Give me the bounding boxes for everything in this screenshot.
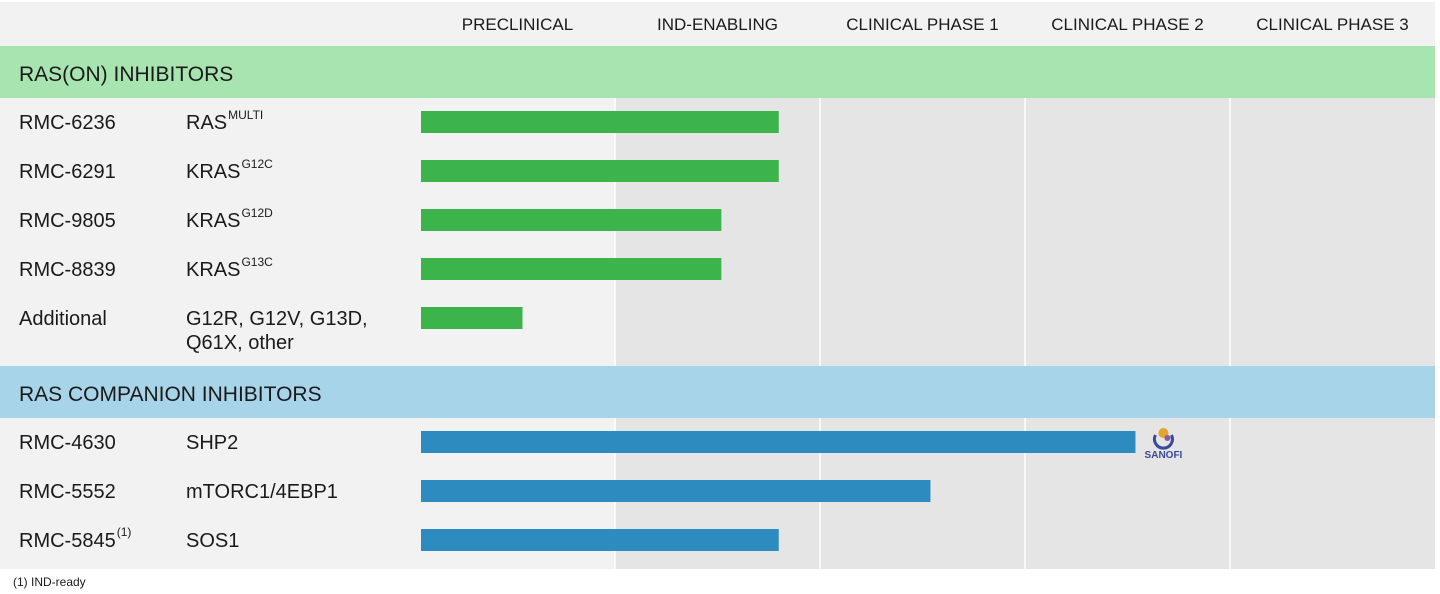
program-target: RAS: [186, 112, 227, 134]
progress-bar-rmc-9805: [421, 209, 722, 231]
group-band-ras-companion-inhibitors: [0, 366, 1435, 418]
stage-header-cell: [615, 2, 820, 46]
program-name-footnote-marker: (1): [117, 525, 132, 539]
program-name-rmc-4630: RMC-4630: [19, 432, 116, 454]
footnote: (1) IND-ready: [13, 575, 86, 589]
stage-label-preclinical: PRECLINICAL: [462, 15, 573, 34]
stage-column-bg: [615, 98, 820, 366]
stage-column-bg: [1025, 98, 1230, 366]
program-target-line-2: Q61X, other: [186, 332, 294, 354]
progress-bar-rmc-5845: [421, 529, 779, 551]
progress-bar-rmc-6236: [421, 111, 779, 133]
sanofi-logo-icon: [1152, 428, 1174, 450]
progress-bar-additional: [421, 307, 523, 329]
program-target: mTORC1/4EBP1: [186, 481, 338, 503]
program-target: SHP2: [186, 432, 238, 454]
stage-label-ind-enabling: IND-ENABLING: [657, 15, 778, 34]
program-target-superscript: G12D: [241, 206, 273, 220]
group-label-area: [0, 418, 420, 569]
stage-column-bg: [820, 98, 1025, 366]
program-target: SOS1: [186, 530, 239, 552]
partner-name: SANOFI: [1145, 450, 1183, 461]
stage-header-cell: [420, 2, 615, 46]
program-target-superscript: G13C: [241, 255, 273, 269]
stage-label-clinical-phase-3: CLINICAL PHASE 3: [1256, 15, 1408, 34]
program-name-additional: Additional: [19, 308, 107, 330]
program-target-superscript: MULTI: [228, 108, 263, 122]
group-title-ras-companion-inhibitors: RAS COMPANION INHIBITORS: [19, 383, 322, 406]
program-name-rmc-9805: RMC-9805: [19, 210, 116, 232]
group-band-ras-on-inhibitors: [0, 46, 1435, 98]
program-target: KRAS: [186, 161, 240, 183]
program-name-rmc-5845: RMC-5845: [19, 530, 116, 552]
progress-bar-rmc-8839: [421, 258, 722, 280]
stage-column-bg: [1230, 98, 1435, 366]
progress-bar-rmc-5552: [421, 480, 931, 502]
program-target: G12R, G12V, G13D,: [186, 308, 368, 330]
program-target: KRAS: [186, 259, 240, 281]
group-title-ras-on-inhibitors: RAS(ON) INHIBITORS: [19, 63, 233, 86]
stage-column-bg: [1230, 418, 1435, 569]
program-name-rmc-8839: RMC-8839: [19, 259, 116, 281]
stage-header-cell: [1025, 2, 1230, 46]
progress-bar-rmc-4630: [421, 431, 1136, 453]
program-name-rmc-6236: RMC-6236: [19, 112, 116, 134]
program-name-rmc-5552: RMC-5552: [19, 481, 116, 503]
program-name-rmc-6291: RMC-6291: [19, 161, 116, 183]
stage-header-cell: [1230, 2, 1435, 46]
progress-bar-rmc-6291: [421, 160, 779, 182]
stage-label-clinical-phase-1: CLINICAL PHASE 1: [846, 15, 998, 34]
group-label-area: [0, 98, 420, 366]
stage-label-clinical-phase-2: CLINICAL PHASE 2: [1051, 15, 1203, 34]
program-target: KRAS: [186, 210, 240, 232]
program-target-superscript: G12C: [241, 157, 273, 171]
stage-header-cell: [820, 2, 1025, 46]
